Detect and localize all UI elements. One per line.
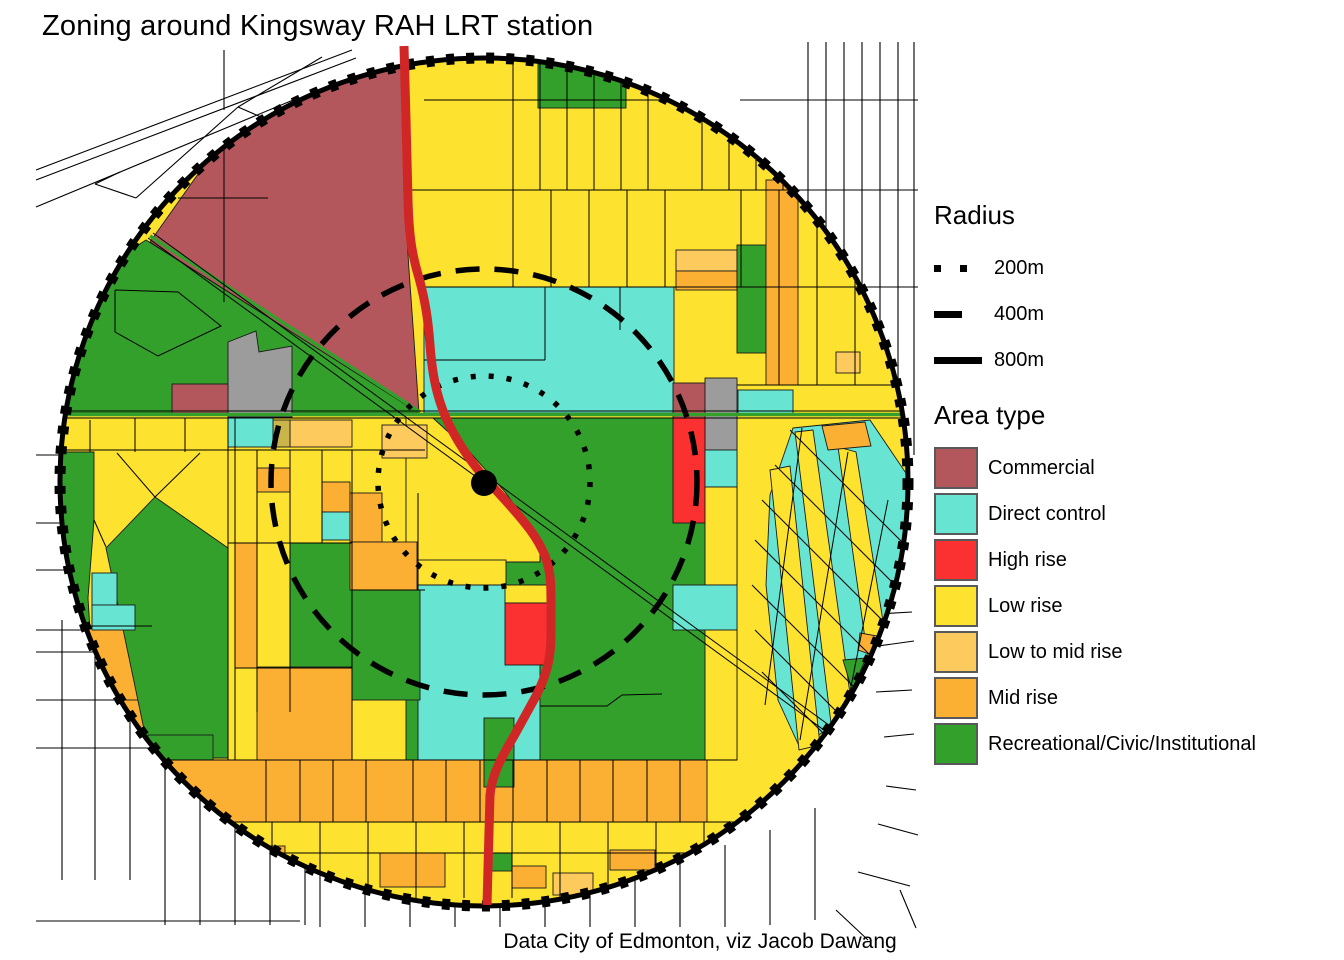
legend-item-high-rise: High rise	[934, 537, 1256, 583]
legend-item-recreational: Recreational/Civic/Institutional	[934, 721, 1256, 767]
ring-200m	[375, 373, 593, 591]
mid-rise-swatch	[934, 677, 978, 719]
legend-item-commercial: Commercial	[934, 445, 1256, 491]
major-roads	[58, 232, 910, 801]
bottom-lot-lines	[150, 759, 737, 898]
legend-item-direct-control: Direct control	[934, 491, 1256, 537]
data-credit-caption: Data City of Edmonton, viz Jacob Dawang	[503, 930, 897, 953]
ring-800m-teeth	[54, 52, 914, 912]
radius-legend-title: Radius	[934, 200, 1015, 230]
commercial-swatch	[934, 447, 978, 489]
dashed-line-key-icon	[934, 310, 984, 318]
area-legend-title: Area type	[934, 400, 1046, 430]
legend-item-low-to-mid-rise: Low to mid rise	[934, 629, 1256, 675]
solid-line-key-icon	[934, 356, 984, 364]
radius-item-800m: 800m	[934, 337, 1044, 383]
radius-item-200m: 200m	[934, 245, 1044, 291]
dotted-line-key-icon	[934, 264, 984, 272]
legend-item-low-rise: Low rise	[934, 583, 1256, 629]
area-type-legend: Area type Commercial Direct control High…	[934, 400, 1256, 767]
page-title: Zoning around Kingsway RAH LRT station	[42, 10, 594, 42]
recreational-swatch	[934, 723, 978, 765]
low-to-mid-rise-swatch	[934, 631, 978, 673]
radius-item-400m: 400m	[934, 291, 1044, 337]
direct-control-swatch	[934, 493, 978, 535]
ring-400m	[268, 266, 700, 698]
high-rise-swatch	[934, 539, 978, 581]
sw-lot-lines	[58, 418, 425, 902]
radius-rings	[54, 52, 914, 912]
low-rise-swatch	[934, 585, 978, 627]
station-dot	[471, 470, 497, 496]
legend-item-mid-rise: Mid rise	[934, 675, 1256, 721]
radius-legend: Radius 200m 400m 800m	[934, 200, 1044, 383]
